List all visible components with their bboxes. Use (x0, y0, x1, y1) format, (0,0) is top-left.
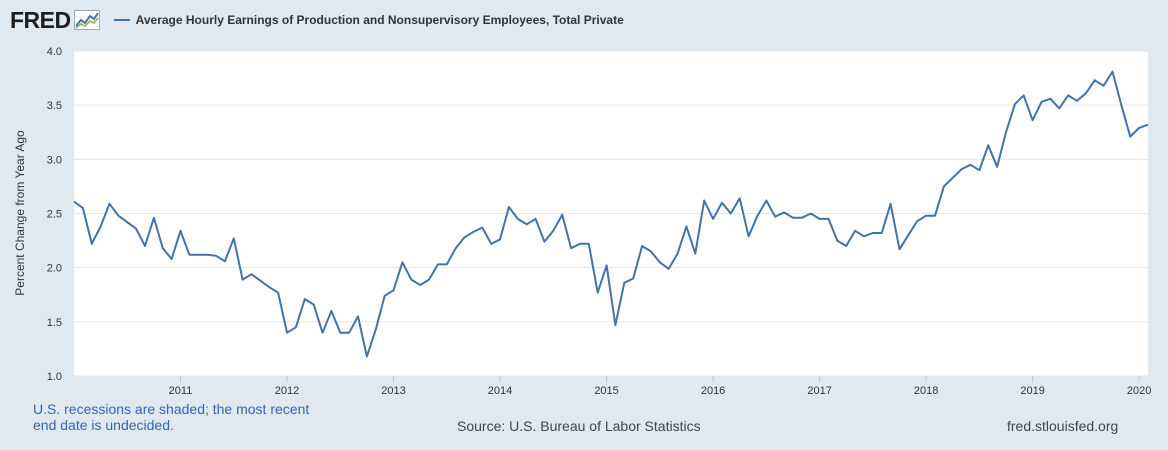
y-tick-label: 2.0 (47, 263, 62, 275)
x-axis-ticks: 2011 2012 2013 2014 2015 2016 2017 2018 2019 2020 (169, 376, 1151, 397)
legend-label: Average Hourly Earnings of Production an… (135, 13, 624, 27)
x-tick-label: 2016 (701, 385, 725, 397)
x-tick-label: 2014 (488, 385, 512, 397)
x-tick-label: 2013 (381, 385, 405, 397)
y-tick-label: 3.5 (47, 100, 62, 112)
x-tick-label: 2011 (169, 385, 193, 397)
x-tick-label: 2019 (1020, 385, 1044, 397)
y-tick-label: 1.5 (47, 317, 62, 329)
legend[interactable]: Average Hourly Earnings of Production an… (113, 13, 624, 27)
chart-header: FRED Average Hourly Earnings of Producti… (10, 6, 624, 34)
y-tick-label: 4.0 (47, 46, 62, 58)
source-text: Source: U.S. Bureau of Labor Statistics (457, 418, 701, 434)
fred-logo-chart-icon (73, 10, 100, 30)
fred-logo[interactable]: FRED (10, 7, 100, 34)
site-link[interactable]: fred.stlouisfed.org (1007, 418, 1119, 434)
y-axis-ticks: 1.0 1.5 2.0 2.5 3.0 3.5 4.0 (47, 46, 62, 383)
series-line[interactable] (73, 70, 1149, 358)
x-tick-label: 2015 (594, 385, 618, 397)
fred-logo-text: FRED (10, 6, 71, 33)
x-tick-label: 2020 (1127, 385, 1151, 397)
recession-note: U.S. recessions are shaded; the most rec… (33, 401, 310, 433)
x-tick-label: 2018 (914, 385, 938, 397)
y-axis-label: Percent Change from Year Ago (13, 130, 27, 296)
y-tick-label: 3.0 (47, 154, 62, 166)
legend-swatch (113, 19, 130, 21)
gridlines (74, 50, 1148, 377)
y-tick-label: 1.0 (47, 371, 62, 383)
y-tick-label: 2.5 (47, 209, 62, 221)
x-tick-label: 2012 (275, 385, 299, 397)
x-tick-label: 2017 (807, 385, 831, 397)
